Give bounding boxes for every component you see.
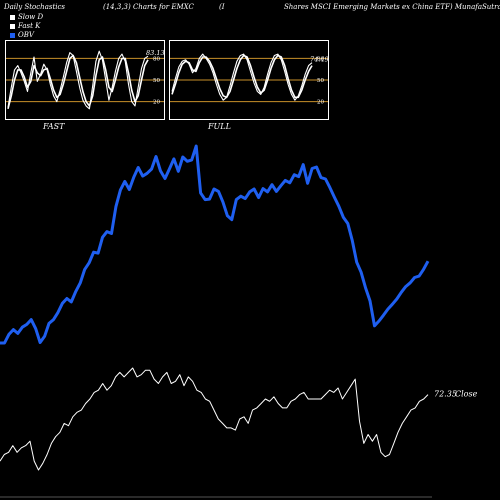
title-mid: (14,3,3) Charts for EMXC: [103, 3, 194, 11]
legend-slow-d: Slow D: [10, 13, 43, 21]
fast-tick-20: 20: [153, 100, 160, 106]
full-stochastic-panel: 80 50 20 74.49: [169, 40, 329, 120]
fast-tick-80: 80: [153, 56, 160, 62]
fast-panel-label: FAST: [43, 122, 65, 131]
legend-slow-d-label: Slow D: [18, 13, 44, 21]
fast-frame: [5, 40, 165, 120]
full-slow-d-line: [171, 54, 313, 99]
legend-fast-k-label: Fast K: [18, 22, 41, 30]
obv-line: [0, 144, 430, 345]
legend-fast-k: Fast K: [10, 22, 40, 30]
full-tick-80: 80: [317, 56, 324, 62]
legend-obv-label: OBV: [18, 31, 34, 39]
fast-tick-50: 50: [153, 78, 160, 84]
fast-fast-k-line: [7, 50, 149, 110]
fast-stochastic-panel: 80 50 20 83.13: [5, 40, 165, 120]
full-tick-50: 50: [317, 78, 324, 84]
swatch-slow-d: [10, 14, 15, 20]
swatch-obv: [10, 32, 15, 38]
title-left: Daily Stochastics: [4, 3, 66, 11]
legend-obv: OBV: [10, 31, 34, 39]
full-fast-k-line: [171, 53, 313, 101]
title-paren: (I: [219, 3, 225, 11]
full-panel-label: FULL: [208, 122, 231, 131]
fast-value-label: 83.13: [146, 49, 165, 57]
full-frame: [169, 40, 329, 120]
swatch-fast-k: [10, 23, 15, 29]
close-line: [0, 367, 429, 471]
full-value-label: 74.49: [310, 56, 329, 64]
title-right: Shares MSCI Emerging Markets ex China ET…: [284, 3, 500, 11]
close-value-label: 72.35: [434, 390, 457, 399]
close-suffix-label: Close: [455, 390, 478, 399]
full-tick-20: 20: [317, 100, 324, 106]
fast-slow-d-line: [7, 54, 149, 109]
